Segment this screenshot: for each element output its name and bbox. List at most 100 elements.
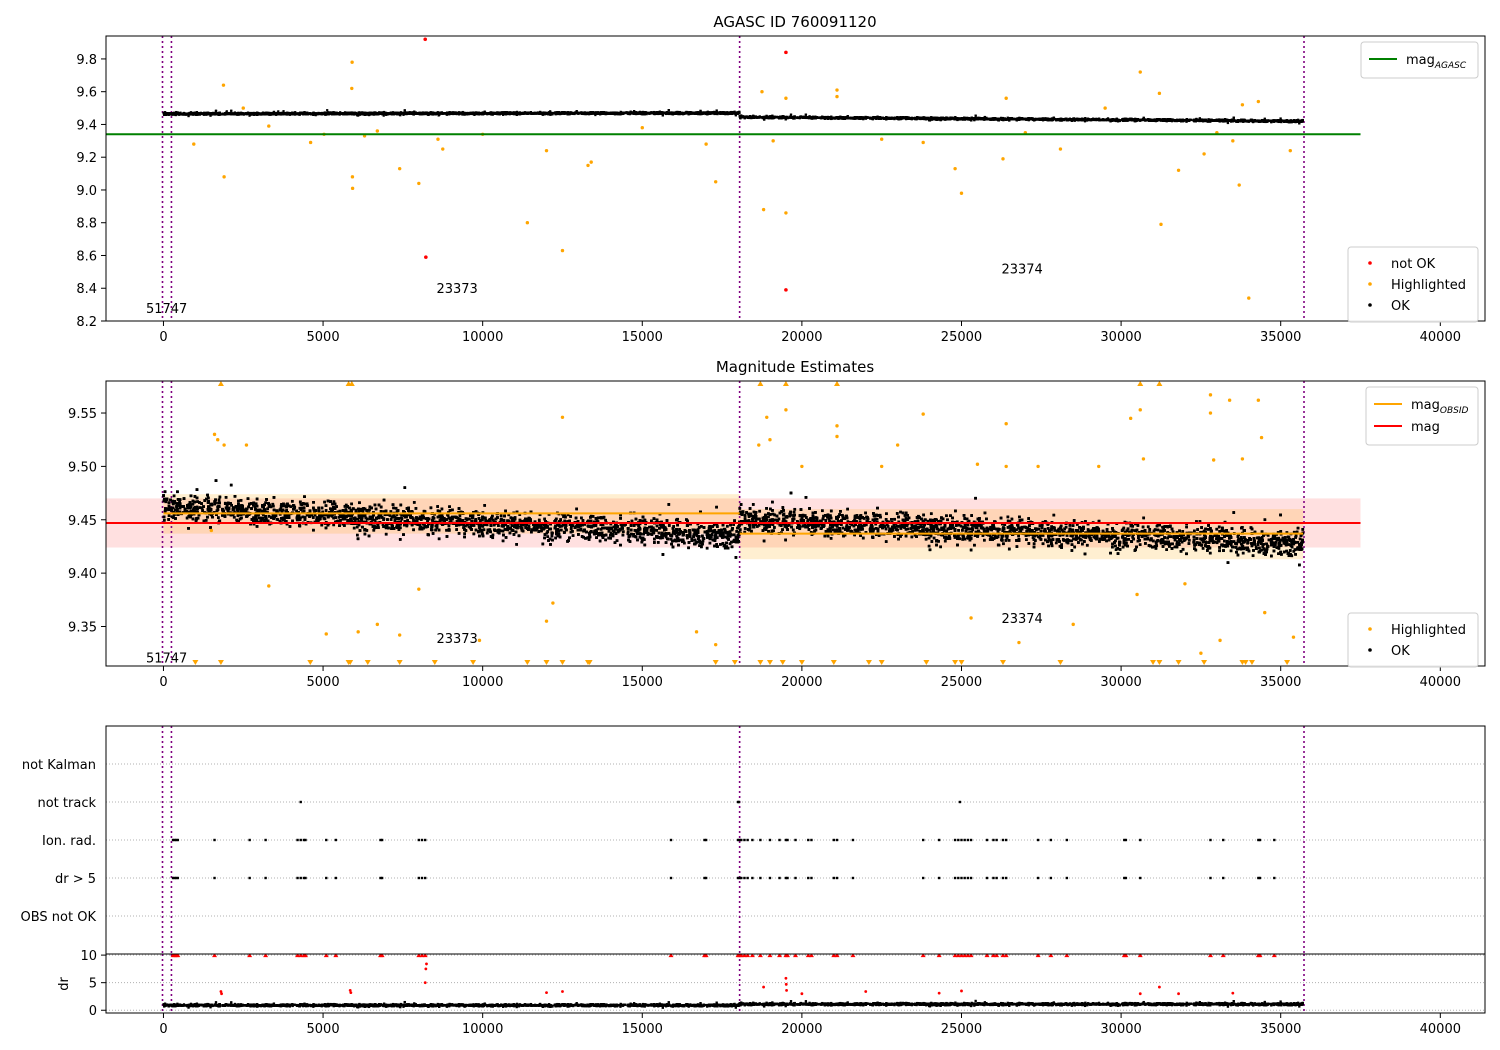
ok-point — [658, 112, 661, 115]
ok-point — [234, 112, 238, 115]
ok-point — [436, 112, 439, 115]
ok-point — [615, 111, 618, 114]
ok-point — [458, 113, 461, 116]
ok-point — [475, 112, 478, 115]
ok-point — [335, 111, 338, 114]
ok-point — [326, 109, 329, 112]
ok-point — [282, 111, 285, 114]
ok-point — [313, 113, 317, 116]
ok-point — [286, 112, 289, 115]
ok-point — [162, 111, 165, 114]
ok-point — [726, 111, 730, 114]
ok-point — [189, 111, 193, 114]
ok-point — [276, 111, 280, 114]
ok-point — [589, 111, 592, 114]
ok-point — [261, 112, 264, 115]
ok-point — [225, 110, 228, 113]
ok-point — [343, 111, 347, 114]
ok-point — [341, 112, 345, 115]
ok-point — [715, 109, 718, 112]
ok-point — [586, 111, 589, 114]
ok-point — [291, 113, 294, 116]
ok-point — [423, 112, 427, 116]
ok-point — [629, 112, 632, 115]
ok-point — [335, 112, 339, 116]
ok-point — [604, 112, 607, 116]
ok-point — [248, 112, 251, 116]
ok-point — [539, 112, 542, 115]
ok-point — [284, 112, 287, 115]
ok-point — [272, 112, 275, 116]
ok-point — [699, 109, 702, 113]
ok-point — [382, 114, 385, 117]
ok-point — [381, 112, 384, 115]
ok-point — [389, 111, 392, 115]
ok-point — [332, 113, 335, 116]
ok-point — [568, 111, 571, 114]
ok-point — [624, 111, 627, 114]
ok-point — [667, 109, 670, 112]
ok-point — [357, 114, 360, 117]
ok-point — [538, 111, 541, 114]
ok-point — [464, 112, 467, 115]
ok-point — [665, 112, 668, 115]
ok-point — [592, 111, 595, 115]
ok-point — [272, 110, 276, 114]
ok-point — [360, 112, 363, 115]
ok-point — [163, 111, 167, 114]
ok-point — [275, 112, 278, 115]
ok-point — [193, 112, 196, 115]
ok-point — [385, 113, 388, 116]
ok-point — [372, 112, 375, 115]
ok-point — [491, 111, 494, 114]
ok-point — [354, 112, 357, 115]
ok-point — [373, 111, 376, 114]
ok-point — [673, 112, 676, 115]
ok-point — [233, 111, 237, 114]
ok-point — [302, 113, 305, 116]
ok-point — [252, 113, 255, 116]
ok-point — [594, 113, 597, 117]
ok-point — [476, 111, 479, 114]
ok-point — [403, 109, 406, 112]
ok-point — [548, 112, 551, 115]
ok-point — [391, 112, 394, 115]
ok-point — [206, 113, 209, 116]
ok-point — [708, 111, 711, 114]
ok-point — [616, 112, 620, 115]
ok-point — [396, 112, 399, 115]
ok-point — [209, 114, 212, 117]
ok-point — [399, 113, 402, 116]
ok-point — [503, 112, 507, 116]
ok-point — [337, 112, 340, 115]
ok-point — [724, 111, 727, 114]
ok-point — [641, 112, 645, 115]
ok-point — [197, 113, 201, 116]
ok-point — [375, 113, 378, 116]
ok-point — [412, 112, 415, 115]
ok-point — [348, 112, 351, 116]
ok-point — [429, 111, 432, 114]
ok-point — [710, 112, 713, 115]
ok-point — [636, 111, 639, 114]
ok-point — [510, 112, 513, 115]
ok-point — [345, 112, 348, 115]
ok-point — [277, 110, 280, 113]
ok-point — [645, 112, 648, 115]
ok-point — [205, 113, 208, 116]
ok-point — [555, 112, 558, 115]
ok-point — [365, 113, 368, 116]
ok-point — [662, 111, 665, 114]
ok-point — [601, 112, 605, 115]
ok-point — [731, 111, 734, 114]
ok-point — [350, 112, 353, 115]
ok-point — [681, 112, 684, 115]
ok-point — [174, 113, 177, 116]
ok-point — [386, 112, 389, 115]
ok-point — [363, 112, 366, 115]
ok-point — [512, 113, 516, 116]
ok-point — [213, 111, 216, 115]
ok-point — [266, 112, 269, 115]
ok-point — [627, 111, 630, 115]
ok-point — [527, 112, 531, 115]
